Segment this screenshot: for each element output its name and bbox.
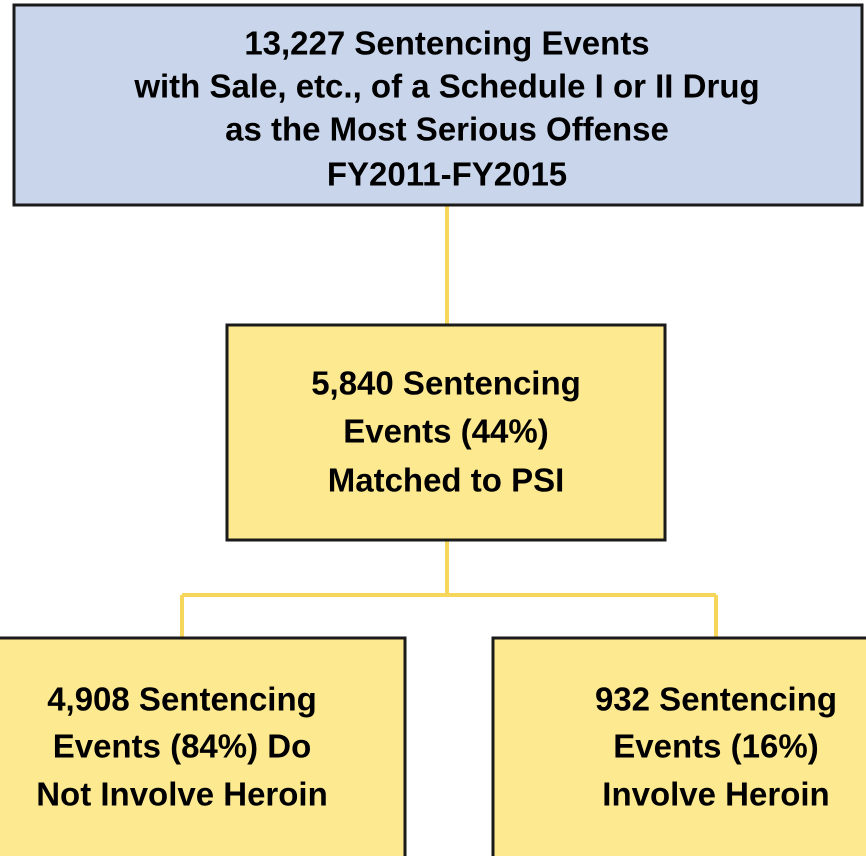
node-box	[225, 323, 667, 542]
node-text: Involve Heroin	[602, 776, 829, 813]
node-text: Not Involve Heroin	[36, 776, 328, 813]
node-text: with Sale, etc., of a Schedule I or II D…	[133, 68, 759, 105]
node-text: 13,227 Sentencing Events	[244, 25, 649, 62]
node-text: as the Most Serious Offense	[225, 111, 669, 148]
node-text: Matched to PSI	[328, 462, 565, 499]
node-text: 932 Sentencing	[595, 681, 837, 718]
node-box	[12, 3, 864, 207]
node-text: 5,840 Sentencing	[311, 365, 581, 402]
node-text: Events (84%) Do	[53, 728, 312, 765]
node-text: 4,908 Sentencing	[47, 681, 317, 718]
node-box	[0, 636, 407, 856]
node-text: Events (44%)	[343, 413, 548, 450]
node-text: Events (16%)	[613, 728, 818, 765]
connector	[180, 540, 718, 638]
node-text: FY2011-FY2015	[327, 156, 567, 193]
node-box	[491, 636, 866, 856]
